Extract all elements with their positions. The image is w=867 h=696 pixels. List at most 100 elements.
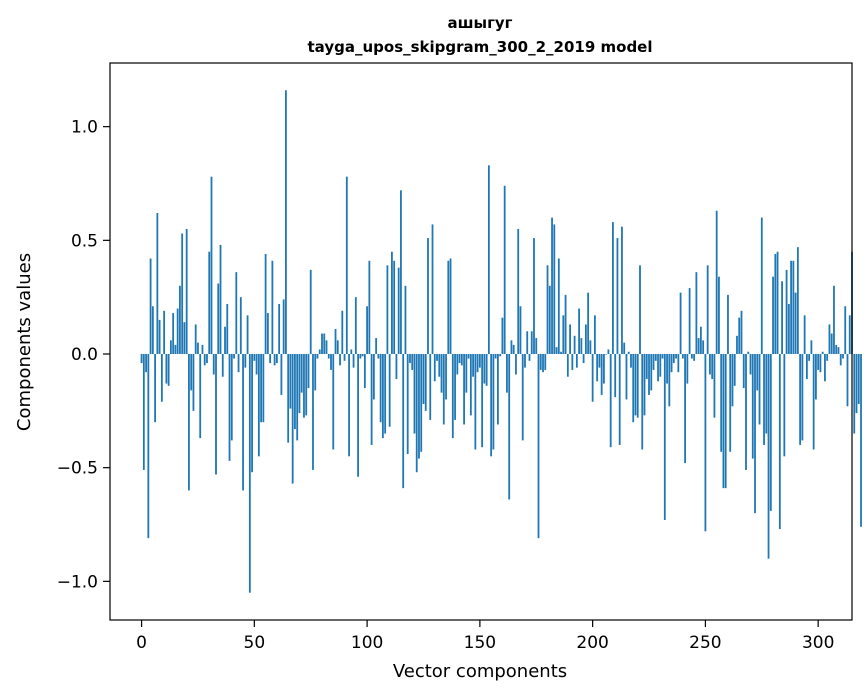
bar bbox=[718, 276, 720, 355]
bar bbox=[560, 351, 562, 354]
bar bbox=[154, 354, 156, 423]
bar bbox=[783, 354, 786, 457]
bar bbox=[636, 354, 639, 418]
bar bbox=[587, 292, 590, 354]
bar bbox=[357, 354, 359, 477]
bar bbox=[339, 354, 341, 366]
bar bbox=[652, 354, 655, 370]
bar bbox=[621, 226, 623, 354]
bar bbox=[318, 349, 321, 355]
bar-series bbox=[140, 90, 862, 593]
bar bbox=[553, 224, 556, 355]
bar bbox=[230, 354, 233, 441]
bar bbox=[264, 253, 267, 354]
x-axis: 0 50 100 150 200 250 300 bbox=[136, 620, 834, 653]
bar bbox=[436, 354, 438, 361]
bar bbox=[501, 317, 504, 355]
bar bbox=[156, 213, 159, 355]
x-tick-label: 250 bbox=[689, 633, 721, 653]
bar bbox=[632, 354, 635, 423]
bar bbox=[174, 344, 177, 354]
bar bbox=[445, 354, 447, 400]
bar bbox=[203, 354, 206, 366]
bar bbox=[176, 308, 179, 354]
bar bbox=[508, 354, 511, 500]
bar bbox=[472, 354, 474, 377]
bar bbox=[857, 354, 860, 405]
bar bbox=[657, 354, 659, 382]
bar bbox=[142, 354, 145, 470]
bar bbox=[654, 354, 657, 361]
bar bbox=[645, 354, 648, 380]
bar bbox=[194, 324, 197, 355]
bar bbox=[670, 354, 673, 373]
bar bbox=[181, 233, 184, 354]
bar bbox=[151, 306, 154, 354]
bar bbox=[539, 354, 542, 370]
bar bbox=[612, 222, 614, 354]
bar bbox=[271, 260, 274, 354]
bar bbox=[463, 354, 465, 425]
bar bbox=[573, 335, 576, 355]
bar bbox=[517, 228, 520, 354]
bar bbox=[751, 354, 754, 459]
bar bbox=[855, 354, 858, 414]
bar bbox=[593, 315, 596, 355]
bar bbox=[422, 354, 425, 405]
bar bbox=[767, 354, 770, 559]
bar bbox=[415, 354, 418, 473]
bar bbox=[839, 354, 842, 366]
bar bbox=[420, 354, 423, 452]
x-tick-label: 0 bbox=[136, 633, 147, 653]
bar bbox=[591, 354, 594, 402]
bar bbox=[643, 354, 646, 416]
bar bbox=[465, 354, 468, 393]
bar bbox=[248, 354, 251, 593]
bar bbox=[634, 354, 637, 416]
bar bbox=[706, 265, 709, 355]
bar bbox=[533, 238, 535, 355]
bar bbox=[842, 354, 844, 359]
bar bbox=[772, 276, 774, 355]
bar bbox=[298, 354, 301, 414]
bar bbox=[179, 285, 181, 354]
bar bbox=[724, 354, 727, 489]
bar bbox=[228, 354, 231, 461]
bar bbox=[467, 354, 470, 359]
bar bbox=[226, 303, 229, 355]
bar bbox=[215, 354, 217, 475]
bar bbox=[165, 354, 168, 384]
bar bbox=[794, 292, 797, 354]
bar bbox=[826, 354, 829, 361]
bar bbox=[269, 354, 272, 364]
bar bbox=[406, 354, 409, 455]
bar bbox=[147, 354, 150, 539]
bar bbox=[314, 354, 317, 391]
y-tick-label: 1.0 bbox=[71, 118, 98, 138]
bar bbox=[733, 354, 736, 386]
bar bbox=[282, 299, 285, 354]
bar bbox=[821, 351, 824, 354]
bar bbox=[257, 354, 260, 457]
bar bbox=[183, 322, 186, 355]
bar bbox=[758, 354, 761, 425]
bar bbox=[528, 354, 531, 361]
bar bbox=[239, 297, 242, 355]
bar bbox=[359, 354, 362, 359]
bar bbox=[343, 354, 346, 361]
bar bbox=[639, 265, 641, 355]
bar bbox=[433, 354, 436, 382]
bar bbox=[485, 354, 488, 386]
bar bbox=[803, 315, 806, 355]
bar bbox=[336, 340, 339, 354]
bar bbox=[424, 354, 427, 411]
bar bbox=[763, 354, 765, 445]
bar bbox=[648, 354, 650, 395]
x-axis-label: Vector components bbox=[393, 661, 567, 682]
bar bbox=[402, 354, 405, 489]
bar bbox=[397, 267, 400, 354]
bar bbox=[796, 247, 799, 354]
bar bbox=[548, 285, 551, 354]
bar bbox=[400, 190, 402, 354]
bar bbox=[375, 338, 378, 354]
